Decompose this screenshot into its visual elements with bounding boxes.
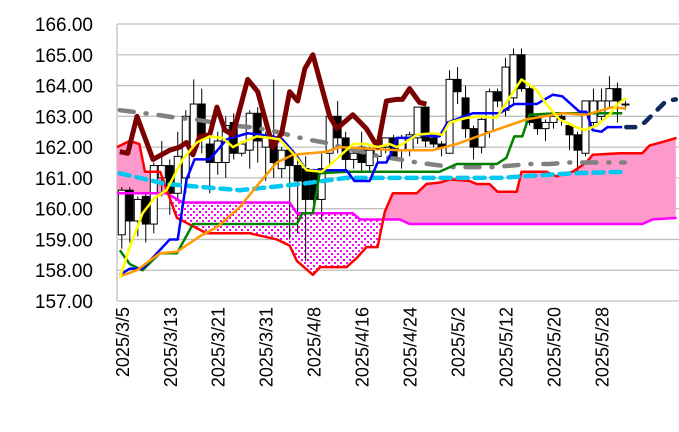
candle-body — [461, 97, 470, 130]
x-tick-label: 2025/5/20 — [544, 307, 564, 387]
y-tick-label: 161.00 — [35, 169, 93, 190]
longest-ma-line — [117, 107, 627, 170]
y-tick-label: 162.00 — [35, 138, 93, 159]
y-tick-label: 158.00 — [35, 261, 93, 282]
y-tick-label: 157.00 — [35, 292, 93, 313]
x-axis-tick-labels: 2025/3/5 2025/3/13 2025/3/21 2025/3/31 2025/… — [113, 307, 613, 387]
senkou-span-a-line — [116, 136, 677, 277]
x-tick-label: 2025/3/31 — [257, 307, 277, 387]
candle-body — [581, 100, 590, 154]
y-tick-label: 163.00 — [35, 107, 93, 128]
cloud-bearish-dotted-fill — [117, 193, 676, 275]
candle-body — [117, 189, 126, 236]
tenkan-sen-line — [119, 93, 623, 276]
ichimoku-cloud — [117, 138, 676, 275]
candle — [349, 150, 358, 169]
candle-body — [485, 91, 494, 133]
candle — [605, 76, 614, 108]
candle-body — [365, 149, 374, 167]
candle — [405, 131, 414, 157]
candle-body — [453, 78, 462, 93]
candle — [565, 122, 574, 151]
candle — [317, 153, 326, 221]
candle — [461, 85, 470, 138]
candle-body — [549, 115, 558, 123]
candle — [469, 125, 478, 160]
tenkan-forecast-line — [623, 97, 679, 130]
candle — [133, 196, 142, 237]
candle — [125, 187, 134, 243]
x-tick-label: 2025/3/13 — [161, 307, 181, 387]
candle-body — [349, 152, 358, 160]
y-tick-label: 165.00 — [35, 46, 93, 67]
candle-body — [237, 143, 246, 154]
candle-body — [573, 134, 582, 151]
candle — [541, 119, 550, 141]
candle-body — [381, 137, 390, 148]
x-tick-label: 2025/5/28 — [592, 307, 612, 387]
candle-body — [133, 198, 142, 222]
y-tick-label: 160.00 — [35, 200, 93, 221]
short-ma-line — [118, 78, 627, 279]
candle-body — [245, 112, 254, 151]
candle — [453, 67, 462, 105]
candle — [509, 48, 518, 105]
candle-body — [149, 165, 158, 225]
candle — [365, 147, 374, 172]
candle-body — [517, 54, 526, 90]
y-tick-label: 159.00 — [35, 230, 93, 251]
candle-body — [493, 91, 502, 102]
candle — [517, 48, 526, 92]
x-tick-label: 2025/4/8 — [305, 307, 325, 377]
candle-body — [613, 88, 622, 102]
candle — [597, 88, 606, 123]
candle — [493, 88, 502, 108]
candle-body — [205, 143, 214, 164]
candle-body — [421, 106, 430, 142]
candle — [413, 106, 422, 145]
candle-body — [413, 106, 422, 139]
x-tick-label: 2025/3/5 — [113, 307, 133, 377]
candle — [117, 187, 126, 249]
senkou-span-b-line — [117, 192, 677, 226]
indicator-lines — [116, 52, 679, 279]
y-tick-label: 164.00 — [35, 77, 93, 98]
candle — [397, 134, 406, 169]
candle-body — [125, 189, 134, 222]
candle — [205, 134, 214, 194]
candle — [613, 82, 622, 123]
candle — [141, 193, 150, 243]
x-tick-label: 2025/4/16 — [353, 307, 373, 387]
mid-ma-line — [119, 105, 627, 278]
x-tick-label: 2025/4/24 — [401, 307, 421, 387]
candle-body — [429, 137, 438, 145]
candle-body — [605, 88, 614, 102]
candle-body — [621, 103, 630, 106]
candle-body — [445, 78, 454, 154]
candle-body — [525, 88, 534, 123]
x-tick-label: 2025/3/21 — [209, 307, 229, 387]
candle-body — [509, 54, 518, 99]
candle — [421, 106, 430, 148]
y-axis-tick-labels: 157.00 158.00 159.00 160.00 161.00 162.00 163.… — [35, 15, 93, 313]
x-tick-label: 2025/5/12 — [497, 307, 517, 387]
candle-body — [293, 165, 302, 182]
candle-body — [565, 125, 574, 136]
x-tick-label: 2025/5/2 — [449, 307, 469, 377]
candle-body — [541, 121, 550, 130]
y-tick-label: 166.00 — [35, 15, 93, 36]
chikou-span-line — [119, 52, 427, 162]
long-ma-line — [117, 169, 629, 193]
candle — [445, 70, 454, 154]
candle-body — [261, 137, 270, 148]
cloud-bullish-fill — [117, 138, 676, 225]
candle-body — [357, 146, 366, 164]
